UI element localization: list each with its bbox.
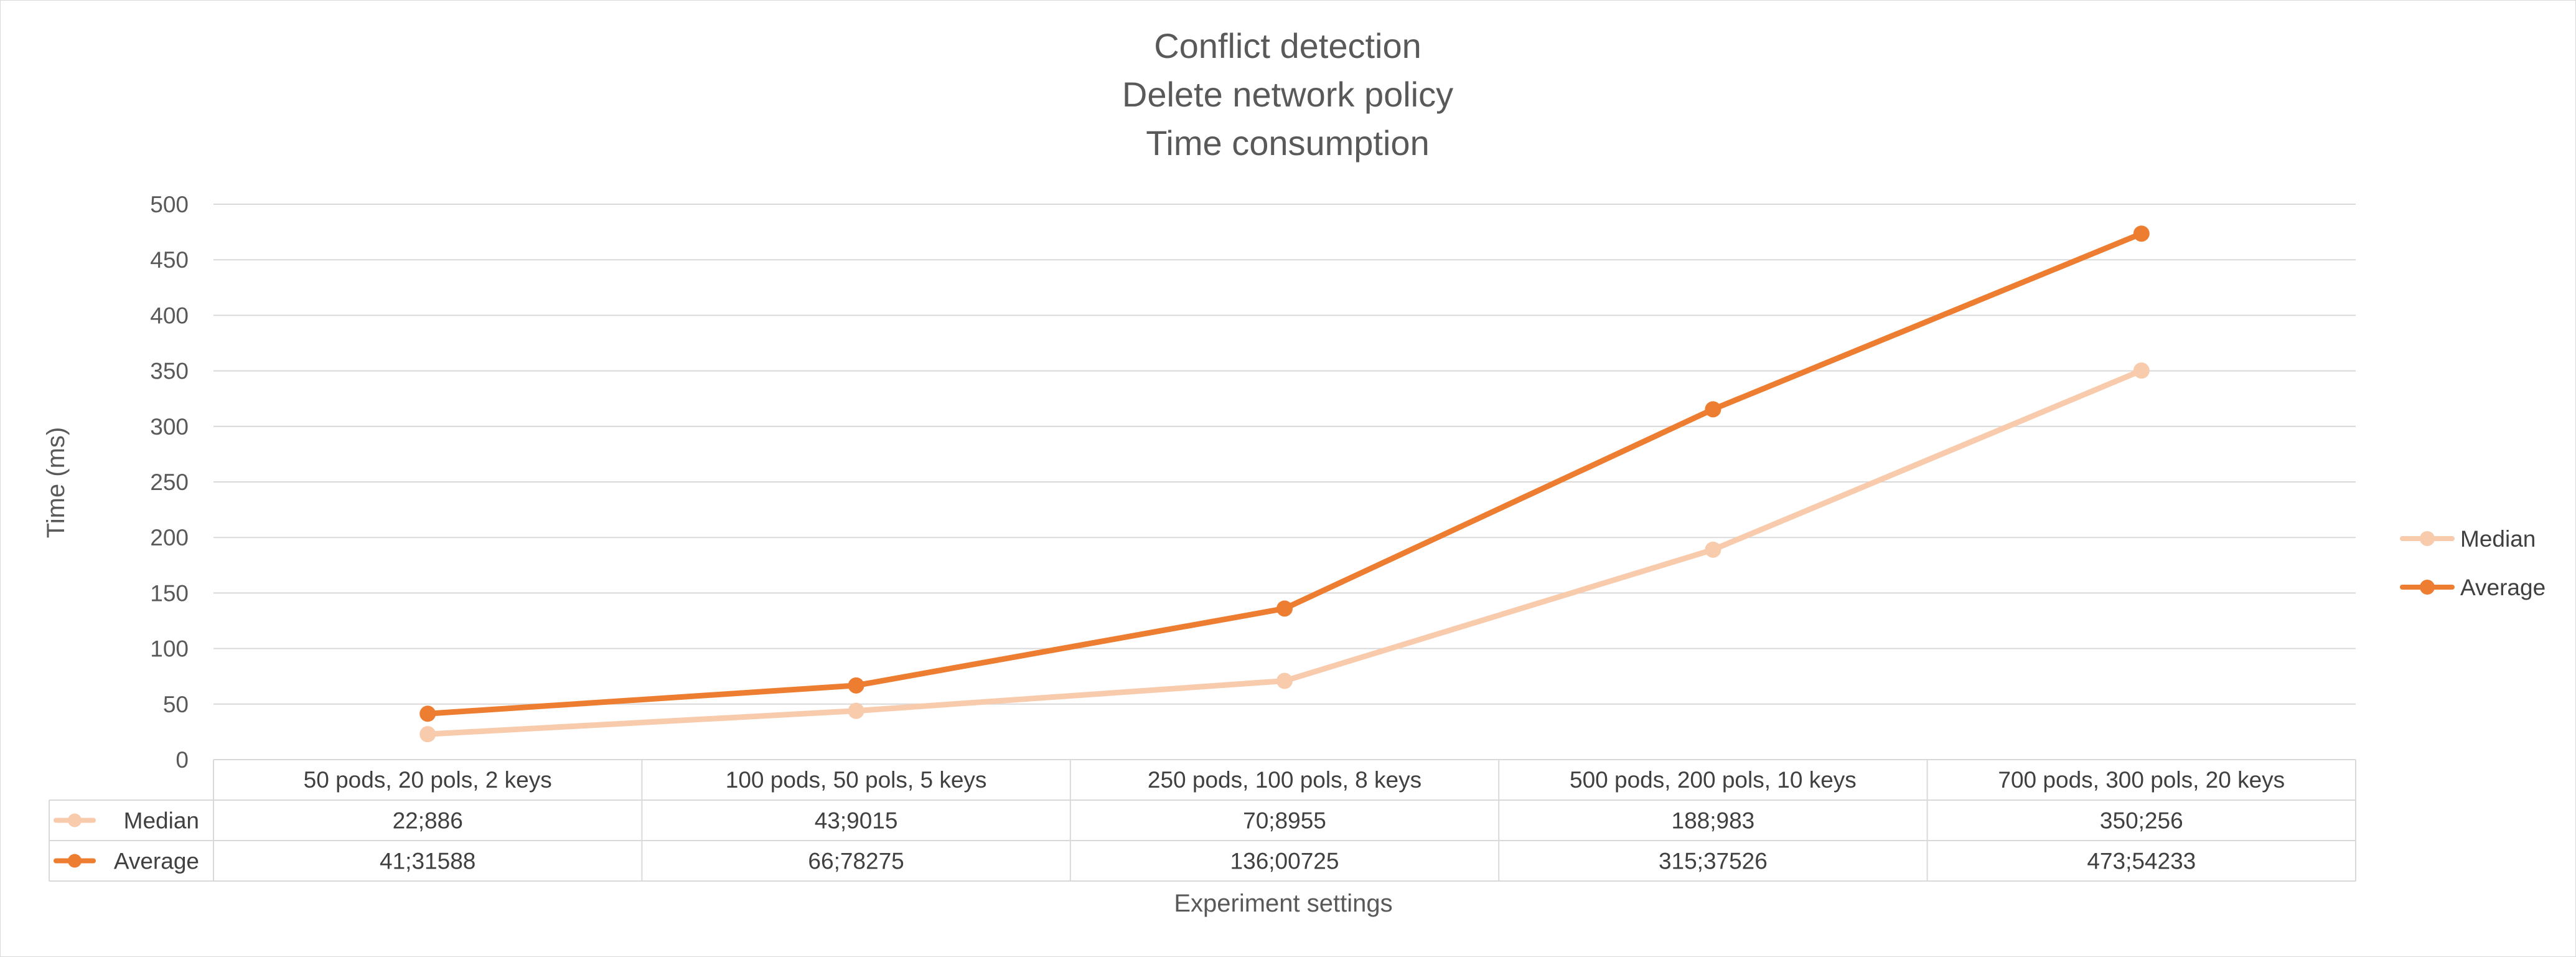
y-tick-label: 50 — [163, 692, 189, 717]
data-point-average — [2133, 225, 2150, 242]
y-tick-label: 200 — [150, 525, 189, 550]
x-category-label: 700 pods, 300 pols, 20 keys — [1998, 767, 2285, 793]
legend-marker — [2420, 531, 2435, 546]
data-point-average — [848, 677, 864, 694]
table-series-name: Average — [114, 849, 199, 874]
data-point-median — [848, 702, 864, 719]
y-tick-label: 350 — [150, 359, 189, 384]
chart-title-line-2: Delete network policy — [1122, 75, 1453, 114]
x-category-label: 100 pods, 50 pols, 5 keys — [726, 767, 987, 793]
data-point-average — [419, 705, 436, 722]
legend-marker — [2420, 580, 2435, 595]
x-category-label: 500 pods, 200 pols, 10 keys — [1570, 767, 1857, 793]
table-cell-value: 315;37526 — [1659, 849, 1768, 874]
series-lines — [419, 225, 2150, 743]
legend: Median Average — [2400, 526, 2546, 600]
y-tick-label: 500 — [150, 192, 189, 217]
y-axis-title: Time (ms) — [42, 427, 70, 538]
chart-title: Conflict detection Delete network policy… — [1122, 26, 1453, 163]
data-point-average — [1705, 401, 1721, 418]
y-tick-label: 300 — [150, 414, 189, 440]
table-cell-value: 188;983 — [1672, 808, 1755, 834]
table-cell-value: 66;78275 — [808, 849, 904, 874]
data-table: 50 pods, 20 pols, 2 keys 100 pods, 50 pol… — [49, 760, 2356, 882]
table-cell-value: 43;9015 — [815, 808, 898, 834]
table-cell-value: 136;00725 — [1230, 849, 1339, 874]
y-tick-label: 400 — [150, 303, 189, 328]
table-cell-value: 473;54233 — [2087, 849, 2196, 874]
data-point-median — [2133, 362, 2150, 379]
table-cell-value: 350;256 — [2100, 808, 2183, 834]
table-legend-marker — [68, 854, 82, 868]
data-point-median — [419, 726, 436, 743]
x-category-label: 50 pods, 20 pols, 2 keys — [304, 767, 552, 793]
table-cell-value: 70;8955 — [1243, 808, 1326, 834]
y-tick-label: 0 — [176, 747, 189, 773]
table-series-name: Median — [124, 808, 199, 834]
data-point-median — [1705, 541, 1721, 558]
table-cell-value: 41;31588 — [380, 849, 475, 874]
table-cell-value: 22;886 — [393, 808, 463, 834]
data-point-median — [1276, 672, 1293, 689]
gridlines — [213, 204, 2356, 760]
y-tick-label: 150 — [150, 580, 189, 606]
chart-title-line-1: Conflict detection — [1154, 26, 1421, 65]
x-axis-title: Experiment settings — [1174, 890, 1392, 917]
table-legend-marker — [68, 813, 82, 827]
chart-title-line-3: Time consumption — [1146, 123, 1429, 163]
y-tick-label: 250 — [150, 469, 189, 495]
series-line-average — [424, 230, 2145, 717]
legend-label: Median — [2460, 526, 2536, 552]
y-axis-ticks: 0 50 100 150 200 250 300 350 400 450 500 — [150, 192, 189, 773]
y-tick-label: 450 — [150, 247, 189, 273]
legend-label: Average — [2460, 575, 2546, 600]
data-point-average — [1276, 600, 1293, 617]
x-category-label: 250 pods, 100 pols, 8 keys — [1148, 767, 1421, 793]
y-tick-label: 100 — [150, 636, 189, 662]
